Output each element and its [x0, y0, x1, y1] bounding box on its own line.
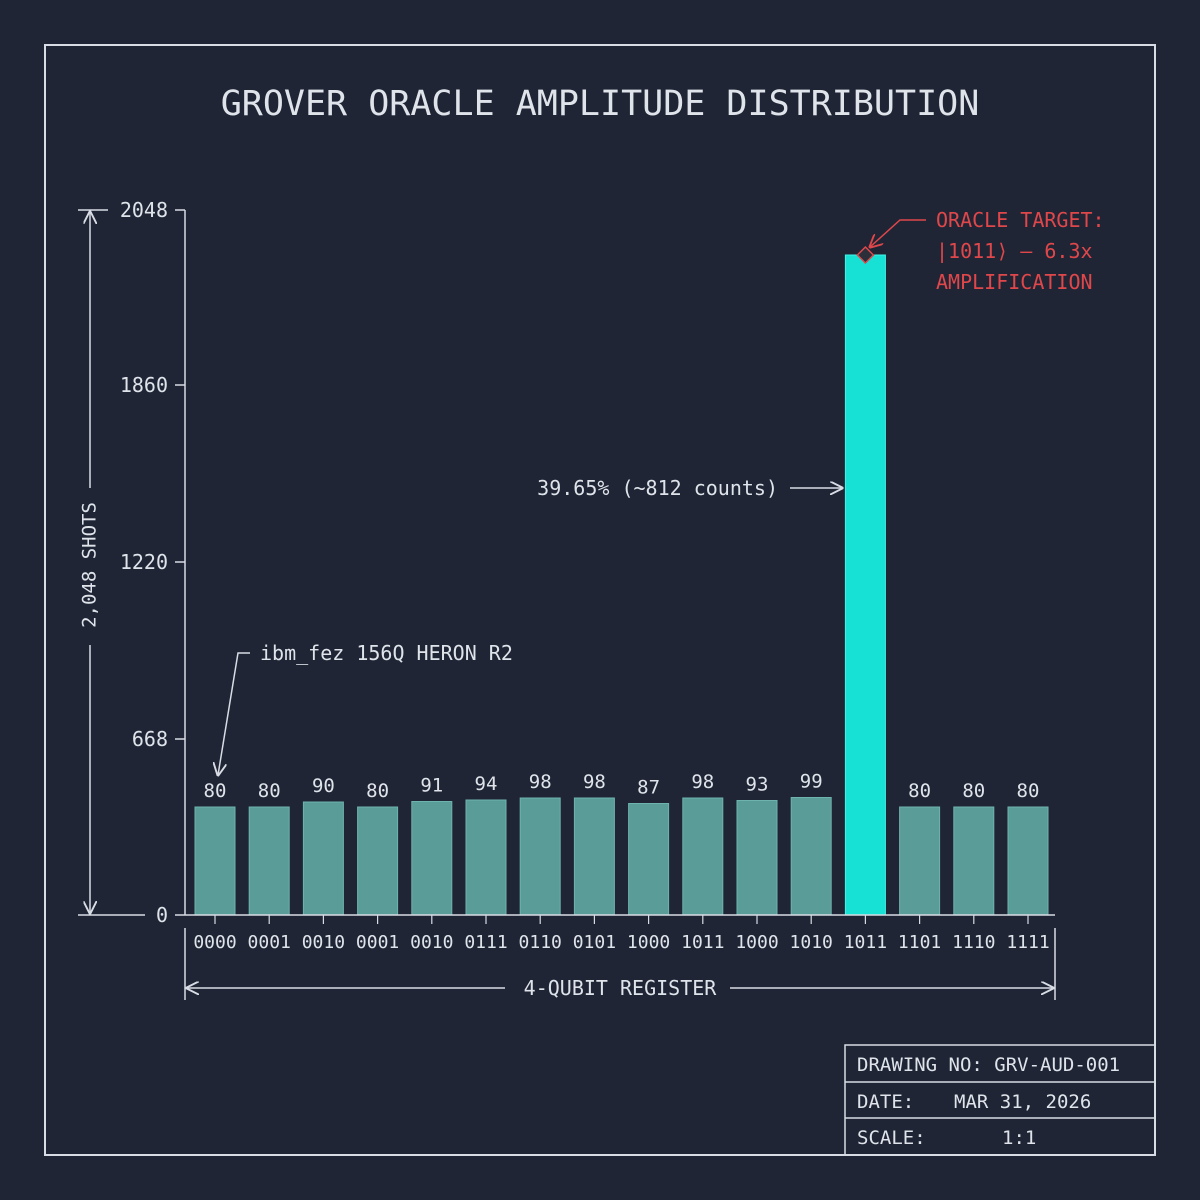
bar-value-label: 80 [204, 780, 227, 802]
x-ticks [214, 915, 1029, 924]
target-diamond [856, 245, 875, 265]
bar-value-label: 98 [529, 771, 552, 793]
x-tick-label: 1101 [898, 932, 941, 953]
drawing-border [44, 44, 1156, 1156]
bars [194, 254, 1049, 916]
bar-highlight [844, 254, 886, 916]
oracle-annotation-line3: AMPLIFICATION [936, 270, 1093, 294]
x-tick-label: 0001 [248, 932, 291, 953]
oracle-leader-line [870, 219, 926, 247]
bar [357, 806, 399, 916]
bar-value-label: 80 [366, 780, 389, 802]
x-tick-label: 0010 [410, 932, 453, 953]
chart-title: GROVER ORACLE AMPLITUDE DISTRIBUTION [221, 84, 980, 124]
x-axis-label: 4-QUBIT REGISTER [524, 976, 718, 1000]
x-tick-label: 0110 [519, 932, 562, 953]
target-marker [856, 245, 875, 265]
percent-annotation: 39.65% (~812 counts) [537, 476, 778, 500]
x-tick-label: 0001 [356, 932, 399, 953]
scale-value: 1:1 [1002, 1127, 1036, 1149]
bar-value-label: 91 [420, 775, 443, 797]
date-value: MAR 31, 2026 [954, 1091, 1091, 1113]
x-tick-label: 1010 [790, 932, 833, 953]
x-tick-label: 1110 [952, 932, 995, 953]
bar-value-label: 80 [1017, 780, 1040, 802]
bar [194, 806, 236, 916]
y-tick-label: 668 [132, 727, 168, 751]
hardware-annotation: ibm_fez 156Q HERON R2 [260, 641, 513, 665]
bar-value-label: 98 [691, 771, 714, 793]
hardware-leader-line [218, 652, 250, 775]
x-tick-labels: 0000 0001 0010 0001 0010 0111 0110 0101 1000 1011… [193, 932, 1049, 953]
y-axis-label: 2,048 SHOTS [79, 502, 101, 628]
y-tick-label: 2048 [120, 198, 168, 222]
x-tick-label: 1011 [844, 932, 887, 953]
bar-value-label: 80 [258, 780, 281, 802]
bar-value-label: 99 [800, 771, 823, 793]
bar [628, 803, 670, 916]
bar-value-label: 87 [637, 777, 660, 799]
bar-value-labels: 80 80 90 80 91 94 98 98 87 98 93 99 80 80 80 [204, 771, 1040, 803]
x-tick-label: 1111 [1006, 932, 1049, 953]
bar-value-label: 98 [583, 771, 606, 793]
bar [411, 801, 453, 916]
oracle-annotation-line2: |1011⟩ — 6.3x [936, 239, 1093, 263]
bar-value-label: 80 [908, 780, 931, 802]
title-block: DRAWING NO: GRV-AUD-001 DATE: MAR 31, 20… [844, 1044, 1156, 1156]
bar [953, 806, 995, 916]
bar [302, 801, 344, 916]
bar-value-label: 80 [962, 780, 985, 802]
x-tick-label: 0010 [302, 932, 345, 953]
bar-value-label: 90 [312, 775, 335, 797]
bar-value-label: 93 [746, 774, 769, 796]
x-tick-label: 0000 [193, 932, 236, 953]
y-tick-label: 0 [156, 903, 168, 927]
date-label: DATE: [857, 1091, 914, 1113]
y-tick-label: 1860 [120, 373, 168, 397]
x-tick-label: 0111 [464, 932, 507, 953]
bar [573, 797, 615, 916]
oracle-annotation-line1: ORACLE TARGET: [936, 208, 1105, 232]
oracle-annotation: ORACLE TARGET: |1011⟩ — 6.3x AMPLIFICATI… [870, 208, 1105, 294]
bar [736, 800, 778, 916]
title-block-frame [844, 1044, 1156, 1156]
x-tick-label: 1011 [681, 932, 724, 953]
bar [1007, 806, 1049, 916]
bar [465, 799, 507, 916]
x-tick-label: 1000 [627, 932, 670, 953]
bar [682, 797, 724, 916]
x-tick-label: 0101 [573, 932, 616, 953]
bar [519, 797, 561, 916]
bar [248, 806, 290, 916]
bar [899, 806, 941, 916]
scale-label: SCALE: [857, 1127, 926, 1149]
x-tick-label: 1000 [735, 932, 778, 953]
y-tick-label: 1220 [120, 550, 168, 574]
bar-value-label: 94 [475, 773, 498, 795]
y-ticks: 2048 1860 1220 668 0 [120, 198, 185, 927]
drawing-number: DRAWING NO: GRV-AUD-001 [857, 1054, 1120, 1076]
bar [790, 797, 832, 916]
